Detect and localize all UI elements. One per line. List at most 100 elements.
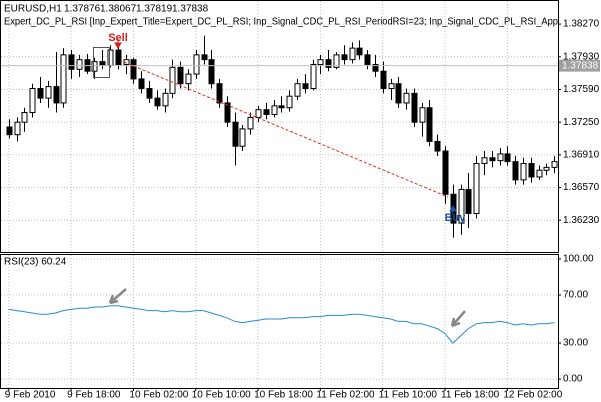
candle-body <box>481 157 488 165</box>
candle-body <box>146 88 153 99</box>
header-open: 1.37876 <box>64 4 101 15</box>
candle-body <box>216 83 223 104</box>
candle-body <box>115 49 122 65</box>
header-low: 1.37819 <box>136 4 173 15</box>
candle-body <box>302 83 309 90</box>
candle-body <box>341 54 348 61</box>
candle-body <box>162 92 169 107</box>
candle-body <box>6 126 13 136</box>
y-tick-label: 1.36570 <box>563 182 600 193</box>
x-tick-label: 10 Feb 02:00 <box>129 390 188 401</box>
candle-body <box>60 54 67 104</box>
candle-body <box>247 116 254 130</box>
candle-body <box>317 59 324 65</box>
y-tick-label: 1.38270 <box>563 19 600 30</box>
symbol-label: EURUSD,H1 <box>4 4 62 15</box>
candle-body <box>53 86 60 104</box>
candle-body <box>177 66 184 85</box>
y-tick-label: 0.00 <box>563 374 583 385</box>
candle-body <box>551 161 558 168</box>
candle-body <box>255 109 262 118</box>
candle-body <box>325 59 332 68</box>
rsi-trough-arrow <box>450 310 466 328</box>
candle-body <box>208 59 215 85</box>
candle-body <box>286 95 293 109</box>
candle-body <box>294 83 301 97</box>
x-tick-label: 11 Feb 18:00 <box>441 390 500 401</box>
rsi-peak-arrow <box>108 288 127 305</box>
x-tick-label: 9 Feb 2010 <box>5 390 56 401</box>
y-tick-label: 100.00 <box>563 254 594 265</box>
candle-body <box>263 109 270 115</box>
sell-arrow <box>114 39 122 49</box>
x-tick-label: 9 Feb 18:00 <box>67 390 121 401</box>
candle-body <box>512 161 519 181</box>
candle-body <box>356 47 363 56</box>
y-tick-label: 1.36910 <box>563 150 600 161</box>
candle-body <box>169 66 176 94</box>
candle-body <box>271 105 278 115</box>
candle-body <box>232 121 239 147</box>
candle-body <box>364 54 371 65</box>
buy-label: Buy <box>445 212 467 224</box>
x-tick-label: 12 Feb 02:00 <box>503 390 562 401</box>
candle-body <box>426 107 433 142</box>
candle-body <box>21 112 28 123</box>
candle-body <box>29 88 36 114</box>
candle-body <box>99 61 106 66</box>
candle-body <box>45 86 52 99</box>
price-panel-frame <box>0 0 559 253</box>
buy-arrow <box>449 205 457 215</box>
last-price-label: 1.37838 <box>562 60 599 71</box>
candle-body <box>395 83 402 104</box>
last-price-box <box>559 59 600 72</box>
rsi-panel-frame <box>0 254 559 389</box>
sell-box <box>93 47 110 78</box>
candle-body <box>388 83 395 90</box>
header-high: 1.38067 <box>100 4 137 15</box>
candle-body <box>473 163 480 215</box>
expert-subtitle: Expert_DC_PL_RSI [Inp_Expert_Title=Exper… <box>4 17 558 28</box>
sell-label: Sell <box>108 32 128 44</box>
candle-body <box>239 128 246 147</box>
candle-body <box>91 61 98 72</box>
candle-body <box>458 188 465 224</box>
y-tick-label: 1.37930 <box>563 51 600 62</box>
header-close: 1.37838 <box>172 4 209 15</box>
candle-body <box>372 63 379 72</box>
candle-body <box>14 121 21 136</box>
candle-body <box>130 59 137 80</box>
marks: 1.37838 <box>1 35 600 344</box>
candle-body <box>520 163 527 181</box>
candle-body <box>536 169 543 178</box>
candle-body <box>76 59 83 70</box>
y-tick-label: 1.37250 <box>563 117 600 128</box>
candle-body <box>403 92 410 104</box>
candle-body <box>278 105 285 109</box>
candle-body <box>419 107 426 123</box>
candle-body <box>434 140 441 152</box>
candle-body <box>497 153 504 162</box>
rsi-title: RSI(23) 60.24 <box>4 257 67 268</box>
candle-body <box>193 54 200 75</box>
x-tick-label: 11 Feb 02:00 <box>316 390 375 401</box>
candle-body <box>107 49 114 66</box>
rsi-line <box>8 305 555 344</box>
candle-body <box>489 157 496 162</box>
signal-line <box>123 61 449 198</box>
candle-body <box>185 73 192 85</box>
x-tick-label: 10 Feb 10:00 <box>192 390 251 401</box>
candle-body <box>543 166 550 171</box>
x-tick-label: 10 Feb 18:00 <box>254 390 313 401</box>
candle-body <box>442 150 449 195</box>
candle-body <box>201 54 208 61</box>
candle-body <box>224 102 231 123</box>
y-tick-label: 70.00 <box>563 290 588 301</box>
x-tick-label: 11 Feb 10:00 <box>379 390 438 401</box>
candle-body <box>333 54 340 68</box>
candle-body <box>528 163 535 178</box>
y-tick-label: 1.36230 <box>563 215 600 226</box>
candle-body <box>68 54 75 70</box>
